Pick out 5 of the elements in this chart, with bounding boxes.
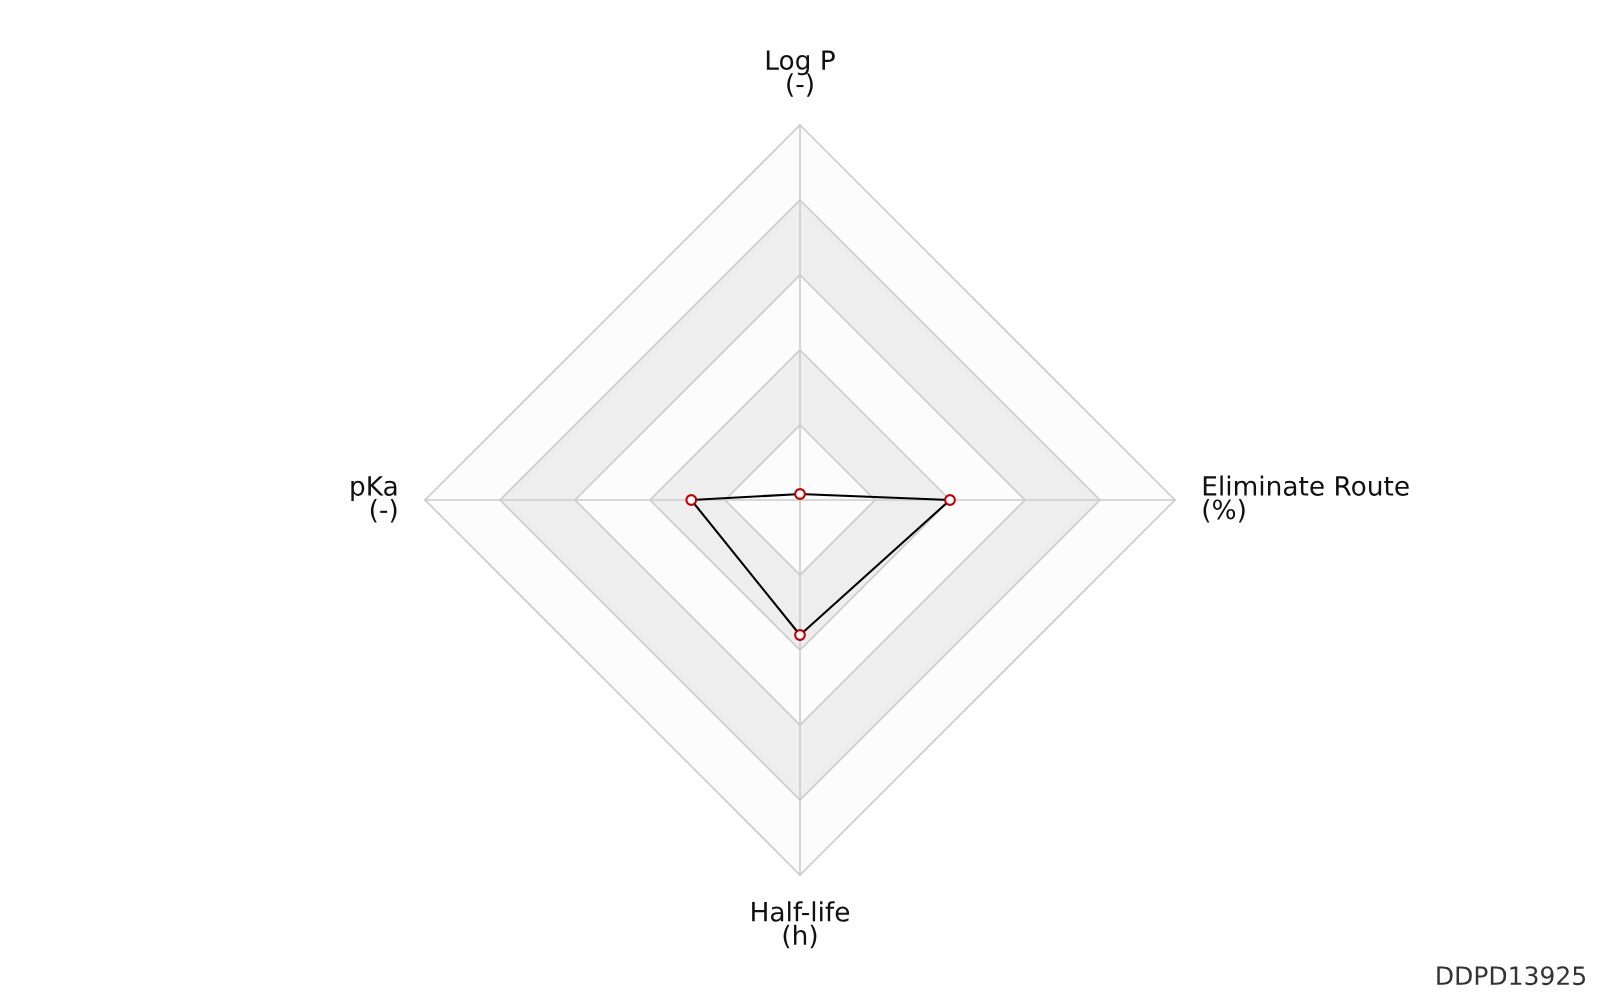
text: DDPD13925 xyxy=(1437,966,1586,986)
spoke-label: Half-life (h) xyxy=(752,901,850,949)
spoke-label: pKa (-) xyxy=(351,476,397,523)
spoke-label: Eliminate Route (%) xyxy=(1203,475,1409,523)
spoke-label: Log P (-) xyxy=(766,50,835,97)
